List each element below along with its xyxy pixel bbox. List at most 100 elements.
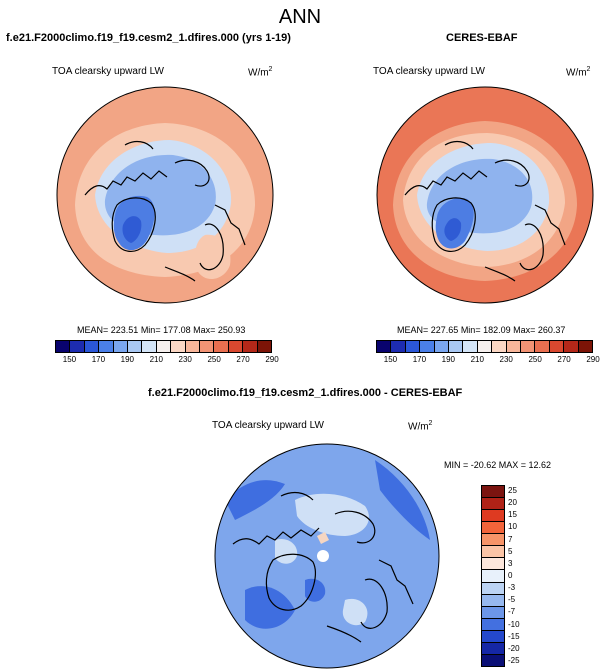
model-colorbar-swatch (99, 341, 114, 352)
model-colorbar-tick-label: 170 (91, 355, 106, 364)
diff-colorbar-swatch (482, 546, 504, 559)
model-colorbar-swatch (142, 341, 157, 352)
obs-colorbar-swatch (434, 341, 450, 352)
diff-minmax: MIN = -20.62 MAX = 12.62 (444, 460, 552, 470)
model-min: Min= 177.08 (140, 325, 191, 335)
diff-colorbar-swatch (482, 594, 504, 607)
diff-colorbar-swatch (482, 570, 504, 583)
model-colorbar-swatch (128, 341, 143, 352)
obs-max: Max= 260.37 (513, 325, 566, 335)
obs-polar-map (376, 86, 594, 304)
model-colorbar-tick-label: 150 (62, 355, 77, 364)
diff-colorbar-tick-label: -3 (508, 583, 516, 593)
diff-colorbar-swatch (482, 582, 504, 595)
obs-colorbar-swatch (564, 341, 579, 352)
diff-colorbar-tick-label: 7 (508, 534, 513, 544)
model-max: Max= 250.93 (193, 325, 246, 335)
diff-polar-map (214, 443, 440, 669)
diff-colorbar-swatch (482, 654, 504, 666)
model-panel-title: f.e21.F2000climo.f19_f19.cesm2_1.dfires.… (6, 32, 291, 44)
obs-colorbar-tick-label: 290 (586, 355, 600, 364)
obs-colorbar-swatch (405, 341, 421, 352)
obs-colorbar-swatch (578, 341, 593, 352)
model-colorbar-swatch (84, 341, 100, 352)
obs-colorbar-swatch (463, 341, 478, 352)
model-colorbar-swatch (171, 341, 186, 352)
obs-colorbar-tick-label: 150 (383, 355, 398, 364)
diff-colorbar-swatch (482, 630, 504, 643)
obs-colorbar-tick-label: 210 (470, 355, 484, 364)
diff-colorbar-swatch (482, 510, 504, 523)
model-colorbar-swatch (56, 341, 71, 352)
diff-colorbar-swatch (482, 642, 504, 655)
model-colorbar-swatch (228, 341, 244, 352)
diff-colorbar-tick-label: -5 (508, 595, 516, 605)
diff-colorbar-tick-label: -10 (508, 619, 520, 629)
diff-units: W/m2 (408, 420, 433, 433)
diff-panel-title: f.e21.F2000climo.f19_f19.cesm2_1.dfires.… (148, 387, 463, 399)
diff-colorbar-swatch (482, 618, 504, 631)
obs-colorbar-tick-label: 230 (499, 355, 513, 364)
diff-colorbar-tick-label: 25 (508, 486, 517, 496)
model-colorbar-tick-label: 190 (120, 355, 134, 364)
obs-panel-title: CERES-EBAF (446, 32, 518, 44)
model-colorbar-swatch (200, 341, 215, 352)
model-colorbar-tick-label: 290 (265, 355, 279, 364)
model-colorbar-tick-label: 270 (236, 355, 250, 364)
obs-mean: MEAN= 227.65 (397, 325, 459, 335)
obs-colorbar-tick-label: 270 (557, 355, 571, 364)
model-variable-label: TOA clearsky upward LW (52, 66, 164, 77)
model-units: W/m2 (248, 66, 273, 79)
diff-colorbar-tick-label: 0 (508, 571, 513, 580)
diff-colorbar-tick-label: -25 (508, 655, 520, 665)
diff-colorbar-swatch (482, 498, 504, 511)
diff-colorbar-swatch (482, 606, 504, 619)
model-colorbar (55, 340, 272, 353)
obs-colorbar-swatch (477, 341, 493, 352)
diff-colorbar-ticks: 25 20 15 10 7 5 3 0 -3 -5 -7 -10 -15 -20 -25 (508, 485, 532, 665)
diff-colorbar-tick-label: -15 (508, 631, 520, 641)
obs-colorbar-swatch (377, 341, 392, 352)
model-colorbar-swatch (243, 341, 258, 352)
obs-colorbar-swatch (506, 341, 522, 352)
diff-colorbar-tick-label: 10 (508, 522, 517, 532)
model-colorbar-tick-label: 250 (207, 355, 221, 364)
obs-colorbar-ticks: 150 170 190 210 230 250 270 290 (376, 355, 600, 367)
obs-colorbar-tick-label: 190 (441, 355, 455, 364)
model-polar-map (56, 86, 274, 304)
model-colorbar-swatch (113, 341, 129, 352)
obs-colorbar (376, 340, 593, 353)
model-colorbar-tick-label: 210 (149, 355, 163, 364)
obs-colorbar-swatch (549, 341, 565, 352)
diff-colorbar-tick-label: -20 (508, 643, 520, 653)
diff-colorbar (481, 485, 505, 667)
diff-colorbar-tick-label: 20 (508, 498, 517, 508)
obs-stats: MEAN= 227.65 Min= 182.09 Max= 260.37 (397, 325, 565, 335)
obs-colorbar-swatch (391, 341, 406, 352)
diff-colorbar-swatch (482, 558, 504, 571)
diff-variable-label: TOA clearsky upward LW (212, 420, 324, 431)
obs-variable-label: TOA clearsky upward LW (373, 66, 485, 77)
diff-colorbar-swatch (482, 534, 504, 547)
diff-colorbar-swatch (482, 522, 504, 535)
model-stats: MEAN= 223.51 Min= 177.08 Max= 250.93 (77, 325, 245, 335)
model-colorbar-swatch (214, 341, 229, 352)
diff-colorbar-tick-label: 15 (508, 510, 517, 520)
diff-colorbar-swatch (482, 486, 504, 499)
obs-colorbar-swatch (449, 341, 464, 352)
model-mean: MEAN= 223.51 (77, 325, 139, 335)
model-colorbar-swatch (70, 341, 85, 352)
obs-colorbar-tick-label: 250 (528, 355, 542, 364)
obs-min: Min= 182.09 (460, 325, 511, 335)
diff-colorbar-tick-label: -7 (508, 607, 516, 617)
model-colorbar-tick-label: 230 (178, 355, 192, 364)
main-title: ANN (278, 6, 322, 28)
model-colorbar-swatch (257, 341, 272, 352)
obs-colorbar-swatch (535, 341, 550, 352)
obs-units: W/m2 (566, 66, 591, 79)
diff-colorbar-tick-label: 3 (508, 558, 513, 568)
model-colorbar-swatch (156, 341, 172, 352)
obs-colorbar-tick-label: 170 (412, 355, 427, 364)
model-colorbar-swatch (185, 341, 201, 352)
model-colorbar-ticks: 150 170 190 210 230 250 270 290 (55, 355, 279, 367)
